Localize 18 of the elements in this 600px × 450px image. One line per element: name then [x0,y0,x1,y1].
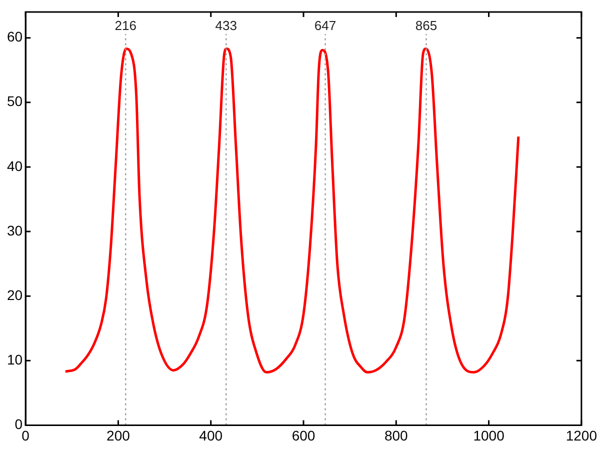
x-tick-label: 200 [106,427,130,444]
ref-line-label: 647 [314,18,336,34]
y-tick-label: 30 [6,222,23,238]
ref-line-label: 433 [215,18,237,34]
ref-line-label: 216 [114,18,136,34]
x-tick-label: 1000 [473,427,505,444]
x-tick-label: 600 [292,427,316,444]
x-tick-label: 800 [384,427,408,444]
line-series [64,48,520,374]
y-tick-label: 20 [6,286,23,303]
x-tick-label: 400 [199,427,223,444]
y-tick-label: 60 [6,28,23,45]
y-tick-label: 0 [14,416,23,432]
y-tick-label: 10 [6,351,23,368]
y-tick-label: 50 [6,93,23,110]
x-tick-label: 1200 [566,427,598,444]
ref-line-label: 865 [415,18,438,34]
y-tick-label: 40 [6,158,23,174]
